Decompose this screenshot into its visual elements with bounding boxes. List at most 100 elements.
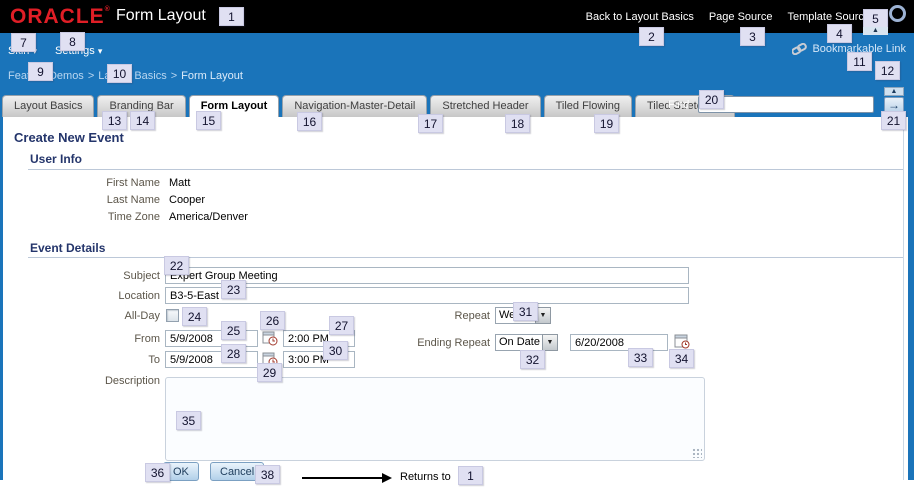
- callout-badge-22: 22: [164, 256, 189, 275]
- callout-badge-9: 9: [28, 62, 53, 81]
- event-details-heading: Event Details: [30, 241, 106, 255]
- callout-badge-15: 15: [196, 111, 221, 130]
- callout-badge-36: 36: [145, 463, 170, 482]
- callout-badge-18: 18: [505, 114, 530, 133]
- callout-badge-4: 4: [827, 24, 852, 43]
- branding-bar: ORACLE® Form Layout Back to Layout Basic…: [0, 0, 914, 33]
- callout-badge-3: 3: [740, 27, 765, 46]
- content-frame-right: [908, 117, 914, 480]
- chain-link-icon: [792, 43, 808, 55]
- divider: [28, 169, 903, 170]
- content-frame-right-line: [903, 117, 904, 480]
- annotation-arrow: [302, 477, 384, 479]
- find-label: Find: [668, 99, 690, 111]
- user-info-row: Time Zone America/Denver: [60, 211, 460, 223]
- find-go-button[interactable]: →: [884, 97, 904, 114]
- bookmarkable-link[interactable]: Bookmarkable Link: [792, 43, 906, 55]
- cancel-button[interactable]: Cancel: [210, 462, 265, 481]
- back-to-layout-basics-link[interactable]: Back to Layout Basics: [585, 10, 694, 23]
- user-info-heading: User Info: [30, 152, 83, 166]
- callout-badge-2: 2: [639, 27, 664, 46]
- breadcrumb-item-form-layout: Form Layout: [181, 70, 243, 82]
- ring-icon[interactable]: [889, 5, 906, 22]
- callout-badge-17: 17: [418, 114, 443, 133]
- subject-input[interactable]: [165, 267, 689, 284]
- callout-badge-27: 27: [329, 316, 354, 335]
- callout-badge-7: 7: [11, 33, 36, 52]
- returns-to-text: Returns to: [400, 471, 451, 483]
- breadcrumb-separator: >: [87, 70, 95, 82]
- tab-stretched-header[interactable]: Stretched Header: [430, 95, 541, 117]
- branding-links: Back to Layout Basics Page Source Template…: [586, 0, 870, 33]
- repeat-label: Repeat: [454, 310, 490, 322]
- page-source-link[interactable]: Page Source: [708, 10, 773, 23]
- tab-navigation-master-detail[interactable]: Navigation-Master-Detail: [282, 95, 428, 117]
- user-info-row: Last Name Cooper: [60, 194, 460, 206]
- template-source-link[interactable]: Template Source: [787, 10, 870, 23]
- callout-badge-10: 10: [107, 64, 132, 83]
- subject-label: Subject: [123, 270, 160, 282]
- callout-badge-16: 16: [297, 112, 322, 131]
- annotation-arrowhead: [382, 473, 392, 483]
- description-label: Description: [104, 375, 160, 387]
- content-frame-left: [0, 117, 3, 480]
- callout-badge-8: 8: [60, 32, 85, 51]
- chevron-down-icon[interactable]: ▼: [542, 334, 558, 351]
- tab-layout-basics[interactable]: Layout Basics: [2, 95, 95, 117]
- callout-badge-28: 28: [221, 344, 246, 363]
- last-name-value: Cooper: [169, 194, 206, 206]
- returns-to-ref-badge: 1: [458, 466, 483, 485]
- callout-badge-25: 25: [221, 321, 246, 340]
- callout-badge-11: 11: [847, 52, 872, 71]
- callout-badge-35: 35: [176, 411, 201, 430]
- all-day-checkbox[interactable]: [166, 309, 179, 322]
- ending-repeat-value: On Date: [495, 334, 542, 351]
- tab-form-layout[interactable]: Form Layout: [188, 95, 280, 117]
- first-name-label: First Name: [106, 177, 160, 189]
- page-header-title: Form Layout: [116, 7, 206, 24]
- callout-badge-21: 21: [881, 111, 906, 130]
- ending-repeat-date-input[interactable]: [570, 334, 668, 351]
- first-name-value: Matt: [169, 177, 191, 189]
- callout-badge-32: 32: [520, 350, 545, 369]
- location-label: Location: [118, 290, 160, 302]
- to-label: To: [148, 354, 160, 366]
- last-name-label: Last Name: [106, 194, 160, 206]
- user-info-row: First Name Matt: [60, 177, 460, 189]
- registered-mark: ®: [104, 6, 111, 13]
- callout-badge-23: 23: [221, 280, 246, 299]
- oracle-logo: ORACLE®: [10, 5, 111, 28]
- chevron-down-icon: ▾: [97, 46, 103, 56]
- date-picker-icon[interactable]: [674, 333, 690, 349]
- location-input[interactable]: [165, 287, 689, 304]
- from-label: From: [134, 333, 160, 345]
- ending-repeat-dropdown[interactable]: On Date ▼: [495, 334, 558, 351]
- callout-badge-5: 5: [863, 9, 888, 35]
- date-time-picker-icon[interactable]: [262, 330, 278, 346]
- callout-badge-24: 24: [182, 307, 207, 326]
- callout-badge-19: 19: [594, 114, 619, 133]
- page-title: Create New Event: [14, 130, 124, 145]
- description-textarea[interactable]: [165, 377, 705, 461]
- callout-badge-12: 12: [875, 61, 900, 80]
- resize-grip[interactable]: [692, 448, 702, 458]
- find-input[interactable]: [698, 96, 874, 113]
- callout-badge-31: 31: [513, 302, 538, 321]
- collapse-arrow-button[interactable]: ▲: [884, 87, 904, 96]
- time-zone-label: Time Zone: [107, 211, 160, 223]
- divider: [28, 257, 903, 258]
- callout-badge-38: 38: [255, 465, 280, 484]
- callout-badge-30: 30: [323, 341, 348, 360]
- bookmarkable-link-label: Bookmarkable Link: [812, 43, 906, 55]
- callout-badge-34: 34: [669, 349, 694, 368]
- callout-badge-1: 1: [219, 7, 244, 26]
- time-zone-value: America/Denver: [169, 211, 248, 223]
- callout-badge-29: 29: [257, 363, 282, 382]
- breadcrumb-separator: >: [170, 70, 178, 82]
- callout-badge-20: 20: [699, 90, 724, 109]
- tab-tiled-flowing[interactable]: Tiled Flowing: [543, 95, 632, 117]
- all-day-label: All-Day: [124, 310, 160, 322]
- callout-badge-14: 14: [130, 111, 155, 130]
- ending-repeat-label: Ending Repeat: [417, 337, 490, 349]
